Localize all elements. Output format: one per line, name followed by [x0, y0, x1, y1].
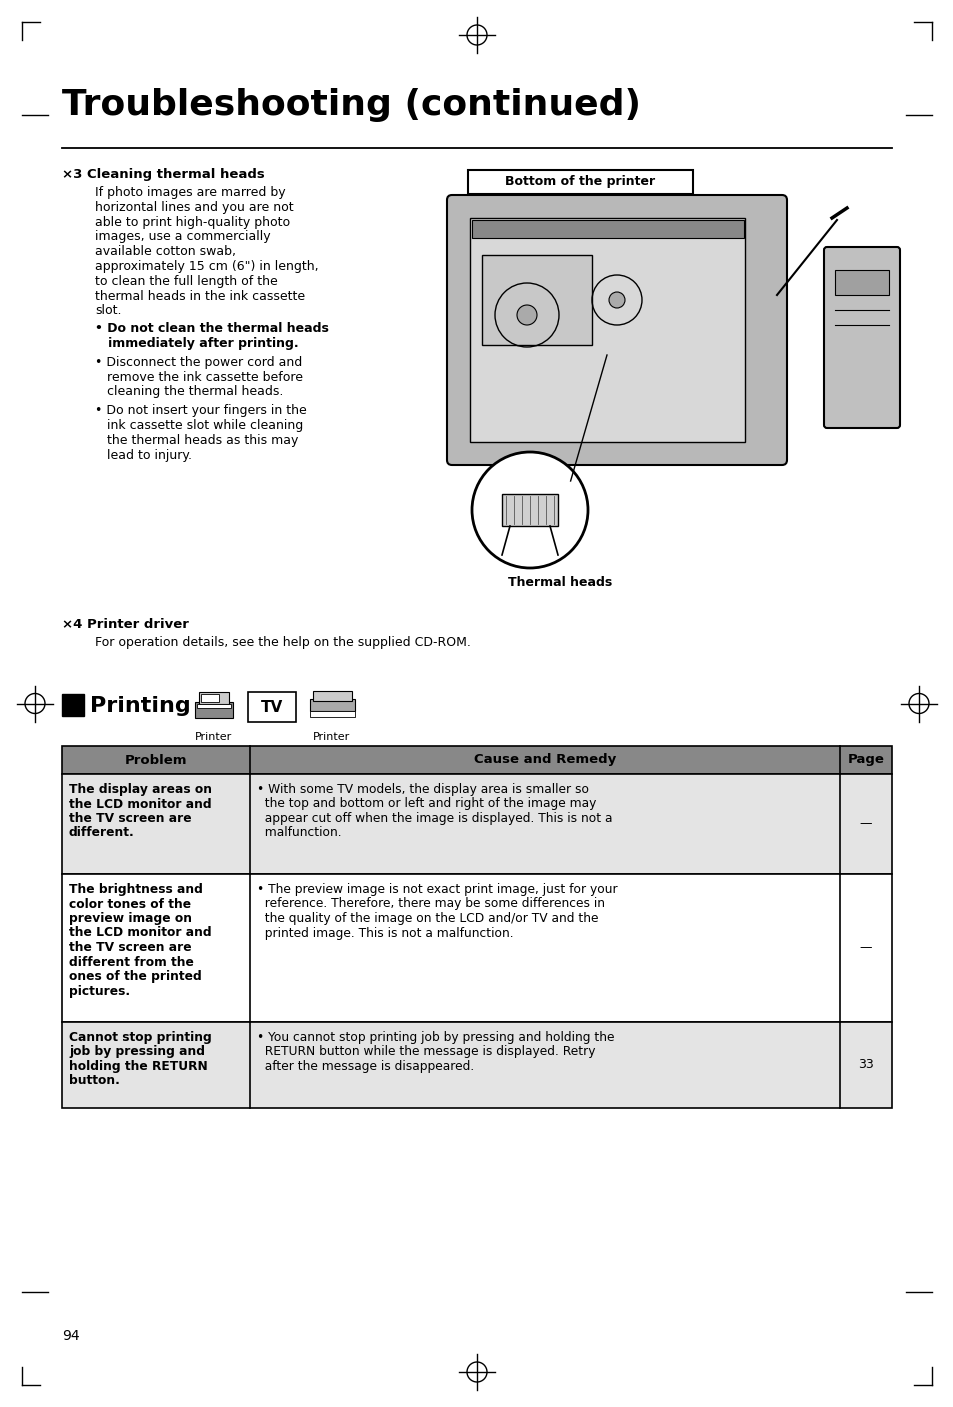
Text: appear cut off when the image is displayed. This is not a: appear cut off when the image is display… — [256, 812, 612, 825]
Text: RETURN button while the message is displayed. Retry: RETURN button while the message is displ… — [256, 1045, 595, 1058]
Text: Printing: Printing — [90, 696, 191, 716]
Text: —: — — [859, 941, 871, 954]
Text: printed image. This is not a malfunction.: printed image. This is not a malfunction… — [256, 926, 513, 940]
Bar — [470, 218, 744, 442]
Bar — [481, 255, 592, 345]
Text: images, use a commercially: images, use a commercially — [95, 231, 271, 243]
Text: Cause and Remedy: Cause and Remedy — [474, 754, 616, 767]
Text: ones of the printed: ones of the printed — [69, 969, 201, 983]
Text: thermal heads in the ink cassette: thermal heads in the ink cassette — [95, 290, 305, 303]
Text: after the message is disappeared.: after the message is disappeared. — [256, 1059, 474, 1074]
Text: the TV screen are: the TV screen are — [69, 812, 192, 825]
Text: the LCD monitor and: the LCD monitor and — [69, 926, 212, 940]
Text: The brightness and: The brightness and — [69, 884, 203, 896]
Bar — [62, 694, 84, 716]
Bar — [62, 874, 891, 1021]
Text: ×3 Cleaning thermal heads: ×3 Cleaning thermal heads — [62, 167, 265, 182]
Text: cleaning the thermal heads.: cleaning the thermal heads. — [95, 386, 283, 398]
Text: color tones of the: color tones of the — [69, 898, 191, 910]
Text: • Disconnect the power cord and: • Disconnect the power cord and — [95, 356, 302, 369]
Bar — [62, 1021, 891, 1107]
Text: different from the: different from the — [69, 955, 193, 968]
Text: the quality of the image on the LCD and/or TV and the: the quality of the image on the LCD and/… — [256, 912, 598, 924]
Text: 94: 94 — [62, 1330, 79, 1344]
FancyBboxPatch shape — [447, 196, 786, 464]
Text: button.: button. — [69, 1075, 120, 1088]
Text: approximately 15 cm (6") in length,: approximately 15 cm (6") in length, — [95, 260, 318, 273]
Text: remove the ink cassette before: remove the ink cassette before — [95, 370, 303, 384]
Text: —: — — [859, 817, 871, 830]
Text: 33: 33 — [858, 1058, 873, 1072]
Text: preview image on: preview image on — [69, 912, 192, 924]
Bar — [310, 699, 355, 711]
Text: Cannot stop printing: Cannot stop printing — [69, 1031, 212, 1044]
Text: Thermal heads: Thermal heads — [507, 575, 612, 590]
Text: Page: Page — [846, 754, 883, 767]
Bar — [468, 170, 692, 194]
Text: • Do not clean the thermal heads: • Do not clean the thermal heads — [95, 322, 329, 335]
Text: lead to injury.: lead to injury. — [95, 449, 192, 461]
Text: job by pressing and: job by pressing and — [69, 1045, 205, 1058]
Bar — [62, 746, 891, 774]
Text: Printer: Printer — [195, 732, 233, 741]
Text: different.: different. — [69, 826, 134, 840]
Text: Printer: Printer — [313, 732, 351, 741]
Text: the top and bottom or left and right of the image may: the top and bottom or left and right of … — [256, 798, 596, 810]
Bar — [196, 704, 231, 708]
Text: reference. Therefore, there may be some differences in: reference. Therefore, there may be some … — [256, 898, 604, 910]
Text: ×4 Printer driver: ×4 Printer driver — [62, 618, 189, 630]
Circle shape — [472, 452, 587, 568]
Circle shape — [608, 293, 624, 308]
Text: available cotton swab,: available cotton swab, — [95, 245, 235, 259]
Text: slot.: slot. — [95, 304, 121, 318]
FancyBboxPatch shape — [823, 248, 899, 428]
Text: holding the RETURN: holding the RETURN — [69, 1059, 208, 1074]
Bar — [310, 711, 355, 718]
Text: the TV screen are: the TV screen are — [69, 941, 192, 954]
Text: TV: TV — [260, 699, 283, 715]
Text: pictures.: pictures. — [69, 985, 130, 998]
Bar — [201, 694, 219, 702]
Text: the thermal heads as this may: the thermal heads as this may — [95, 433, 298, 447]
Text: If photo images are marred by: If photo images are marred by — [95, 186, 285, 198]
Text: able to print high-quality photo: able to print high-quality photo — [95, 215, 290, 228]
Text: Problem: Problem — [125, 754, 187, 767]
Bar — [199, 692, 229, 704]
Text: • Do not insert your fingers in the: • Do not insert your fingers in the — [95, 404, 307, 418]
Text: The display areas on: The display areas on — [69, 784, 212, 796]
Bar — [472, 219, 743, 238]
Text: to clean the full length of the: to clean the full length of the — [95, 274, 277, 288]
Bar — [501, 494, 558, 526]
Text: malfunction.: malfunction. — [256, 826, 341, 840]
Bar — [834, 270, 888, 295]
Circle shape — [517, 305, 537, 325]
Text: For operation details, see the help on the supplied CD-ROM.: For operation details, see the help on t… — [95, 636, 471, 649]
Bar — [194, 702, 233, 718]
Text: • With some TV models, the display area is smaller so: • With some TV models, the display area … — [256, 784, 588, 796]
Text: Bottom of the printer: Bottom of the printer — [505, 176, 655, 189]
Text: horizontal lines and you are not: horizontal lines and you are not — [95, 201, 294, 214]
Text: • The preview image is not exact print image, just for your: • The preview image is not exact print i… — [256, 884, 617, 896]
Text: Troubleshooting (continued): Troubleshooting (continued) — [62, 89, 640, 122]
Text: ink cassette slot while cleaning: ink cassette slot while cleaning — [95, 419, 303, 432]
Text: the LCD monitor and: the LCD monitor and — [69, 798, 212, 810]
Text: • You cannot stop printing job by pressing and holding the: • You cannot stop printing job by pressi… — [256, 1031, 614, 1044]
Bar — [248, 692, 295, 722]
Bar — [313, 691, 352, 701]
Bar — [62, 774, 891, 874]
Text: immediately after printing.: immediately after printing. — [95, 338, 298, 350]
